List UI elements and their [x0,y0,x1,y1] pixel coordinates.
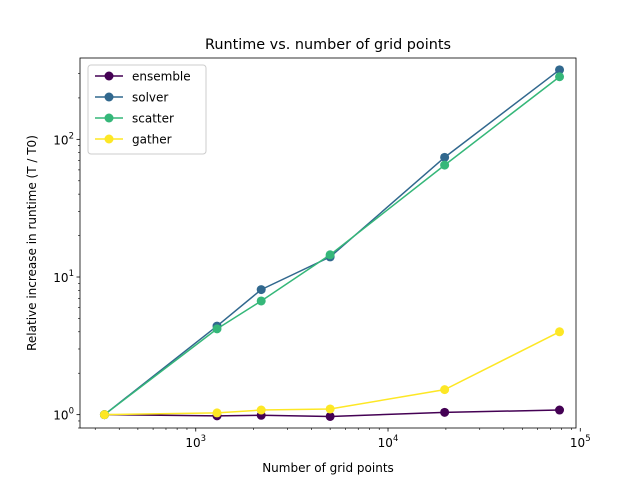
data-point-gather [256,405,266,415]
data-point-gather [440,385,450,395]
legend-item-gather: gather [95,133,172,147]
data-point-gather [325,404,335,414]
data-point-gather [555,327,565,337]
data-point-scatter [212,324,222,334]
x-tick-label: 104 [378,434,399,450]
x-tick-exponent: 3 [201,434,206,444]
x-tick-base: 10 [378,436,393,450]
data-point-ensemble [555,405,565,415]
series-line-scatter [103,76,560,416]
y-tick-exponent: 0 [69,407,74,417]
data-point-gather [212,408,222,418]
y-axis-label: Relative increase in runtime (T / T0) [25,135,39,351]
legend: ensemble solver scatter gather [87,64,207,155]
y-tick-label: 101 [53,269,74,285]
legend-label-solver: solver [132,91,168,105]
legend-item-ensemble: ensemble [95,70,191,84]
legend-label-scatter: scatter [132,112,174,126]
series-gather [99,327,565,420]
data-point-solver [256,285,266,295]
series-line-gather [104,331,560,416]
data-point-scatter [325,250,335,260]
legend-marker-ensemble [104,71,114,81]
data-point-ensemble [440,407,450,417]
chart-title: Runtime vs. number of grid points [205,37,451,53]
x-tick-exponent: 4 [393,434,398,444]
y-tick-base: 10 [53,271,68,285]
y-tick-exponent: 2 [69,131,74,141]
legend-box [87,64,207,155]
x-tick-exponent: 5 [585,434,590,444]
legend-label-gather: gather [132,133,172,147]
data-point-solver [555,65,565,75]
data-point-scatter [256,296,266,306]
series-line-ensemble [104,409,560,418]
x-tick-label: 103 [185,434,206,450]
data-point-scatter [555,72,565,82]
y-tick-base: 10 [53,133,68,147]
y-tick-label: 102 [53,131,74,147]
legend-marker-gather [104,134,114,144]
legend-item-scatter: scatter [95,112,174,126]
y-tick-label: 100 [53,407,74,423]
legend-marker-scatter [104,113,114,123]
y-tick-base: 10 [53,409,68,423]
x-axis-label: Number of grid points [262,461,394,475]
data-point-solver [440,152,450,162]
legend-item-solver: solver [95,91,168,105]
legend-marker-solver [104,92,114,102]
plot-frame [79,57,577,429]
y-tick-exponent: 1 [69,269,74,279]
series-line-solver [103,69,560,416]
data-point-ensemble [325,411,335,421]
x-tick-base: 10 [570,436,585,450]
data-point-gather [99,410,109,420]
x-tick-base: 10 [185,436,200,450]
data-point-scatter [440,160,450,170]
plot-series [99,65,565,421]
legend-label-ensemble: ensemble [132,70,191,84]
x-tick-label: 105 [570,434,591,450]
